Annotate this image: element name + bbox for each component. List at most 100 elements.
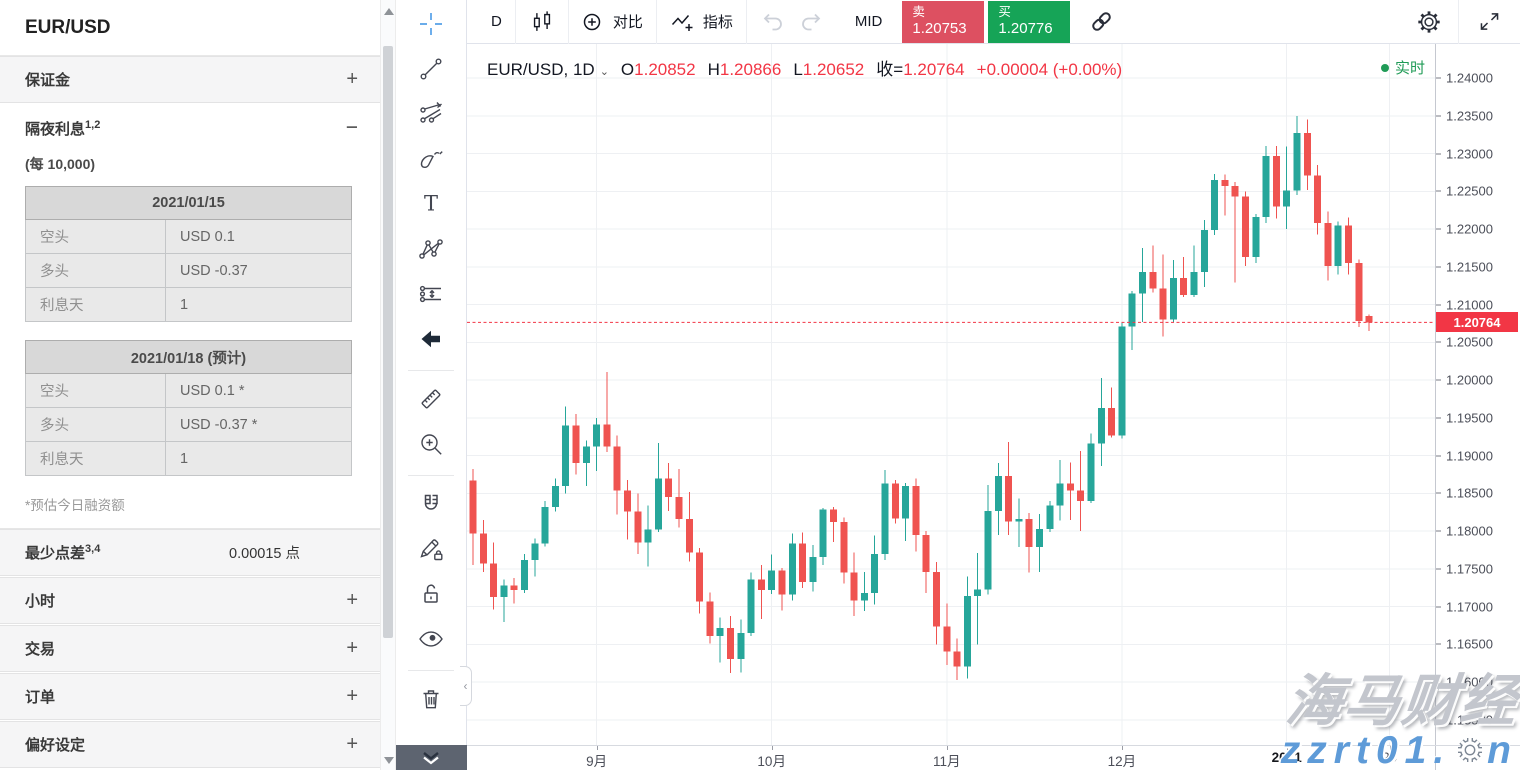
price-axis-label: 1.23500 (1446, 108, 1493, 124)
chart-settings-button[interactable] (1400, 0, 1458, 43)
price-axis-label: 1.18000 (1446, 523, 1493, 539)
zoom-in-tool-button[interactable] (413, 426, 449, 462)
time-axis-tick (1389, 746, 1391, 750)
realtime-badge: 实时 (1380, 57, 1425, 78)
crosshair-tool-button[interactable] (413, 6, 449, 42)
chart-type-button[interactable] (516, 0, 568, 43)
candle-body (1272, 155, 1280, 207)
table-header-date: 2021/01/15 (25, 186, 352, 220)
candle-body (716, 627, 724, 637)
pitchfork-tool-button[interactable] (413, 96, 449, 132)
measure-tool-button[interactable] (413, 381, 449, 417)
price-axis[interactable]: 1.24000 1.23500 1.23000 1.22500 1.22000 1.215… (1435, 44, 1520, 745)
candle-body (1180, 278, 1188, 295)
lock-all-tool-button[interactable] (413, 576, 449, 612)
section-overnight-interest: 隔夜利息1,2 − (每 10,000) 2021/01/15 空头 USD 0… (0, 104, 380, 529)
undo-button[interactable] (747, 0, 792, 43)
chevron-down-icon[interactable]: ⌄ (599, 66, 609, 78)
magnet-tool-button[interactable] (413, 486, 449, 522)
arrow-tool-button[interactable] (413, 321, 449, 357)
section-margin[interactable]: 保证金 + (0, 56, 380, 103)
scroll-down-arrow-icon[interactable] (384, 757, 394, 764)
candle-body (768, 570, 776, 591)
scrollbar-thumb[interactable] (383, 46, 393, 638)
remove-drawings-button[interactable] (413, 681, 449, 717)
table-row: 空头 USD 0.1 (25, 219, 352, 254)
expand-icon: + (346, 733, 358, 755)
table-row: 利息天 1 (25, 287, 352, 322)
price-axis-label: 1.21500 (1446, 259, 1493, 275)
crosshair-icon (420, 13, 442, 35)
text-tool-button[interactable]: T (413, 186, 449, 222)
candle-body (902, 485, 910, 519)
chart-plot-area[interactable]: EUR/USD, 1D ⌄ O1.20852 H1.20866 L1.20652… (467, 44, 1435, 745)
candle-body (860, 593, 868, 601)
xabcd-pattern-tool-button[interactable] (413, 231, 449, 267)
section-orders[interactable]: 订单 + (0, 673, 380, 720)
candle-body (1303, 133, 1311, 176)
brush-tool-button[interactable] (413, 141, 449, 177)
sell-price: 1.20753 (912, 20, 967, 37)
sell-button[interactable]: 卖 1.20753 (902, 0, 985, 43)
price-axis-label: 1.22500 (1446, 183, 1493, 199)
table-row: 利息天 1 (25, 441, 352, 476)
toolbar-collapse-handle[interactable]: ‹ (460, 666, 472, 706)
legend-low: L1.20652 (793, 60, 865, 79)
table-row: 多头 USD -0.37 * (25, 407, 352, 442)
indicators-icon (671, 14, 693, 31)
time-axis-tick (946, 746, 948, 750)
scroll-up-arrow-icon[interactable] (384, 8, 394, 15)
price-axis-tick (1436, 455, 1441, 457)
candle-body (953, 651, 961, 667)
price-axis-tick (1436, 492, 1441, 494)
sidebar-scrollbar[interactable] (380, 0, 396, 770)
candle-body (654, 478, 662, 530)
section-trading[interactable]: 交易 + (0, 625, 380, 672)
candle-body (830, 509, 837, 523)
section-preferences[interactable]: 偏好设定 + (0, 721, 380, 768)
min-spread-label: 最少点差3,4 (25, 543, 101, 562)
min-spread-value: 0.00015 点 (229, 546, 300, 562)
toolbar-separator (745, 0, 747, 44)
hide-all-tool-button[interactable] (413, 621, 449, 657)
time-axis-label: 20 (1382, 750, 1398, 765)
overnight-interest-header[interactable]: 隔夜利息1,2 − (0, 104, 380, 152)
price-axis-tick (1436, 341, 1441, 343)
price-axis-tick (1436, 643, 1441, 645)
candle-body (572, 425, 580, 464)
expand-icon: + (346, 637, 358, 659)
trend-line-tool-button[interactable] (413, 51, 449, 87)
candle-body (634, 511, 642, 543)
price-axis-label: 1.20000 (1446, 372, 1493, 388)
time-axis[interactable]: 9月 10月 11月 12月 2021 20 (467, 745, 1520, 770)
sell-label: 卖 (912, 5, 925, 19)
draw-lock-tool-button[interactable] (413, 531, 449, 567)
price-axis-label: 1.21000 (1446, 297, 1493, 313)
candle-body (1262, 155, 1270, 217)
compare-button[interactable]: 对比 (569, 0, 656, 43)
toolbar-collapse-bar[interactable] (395, 745, 467, 770)
link-button[interactable] (1072, 0, 1131, 43)
candlestick-chart-icon (533, 10, 550, 31)
section-hours[interactable]: 小时 + (0, 577, 380, 624)
fullscreen-button[interactable] (1459, 0, 1520, 43)
drawing-toolbar: T (395, 0, 467, 770)
legend-symbol[interactable]: EUR/USD, 1D (487, 60, 595, 79)
collapse-icon: − (345, 116, 358, 139)
chart-legend: EUR/USD, 1D ⌄ O1.20852 H1.20866 L1.20652… (487, 55, 1122, 80)
candle-body (963, 596, 971, 667)
mid-price-toggle[interactable]: MID (854, 13, 883, 30)
candle-body (922, 534, 930, 572)
projection-tool-button[interactable] (413, 276, 449, 312)
overnight-label: 隔夜利息1,2 (25, 118, 101, 138)
redo-button[interactable] (792, 0, 837, 43)
time-axis-tick (1286, 746, 1288, 750)
text-icon: T (424, 192, 438, 216)
double-chevron-down-icon (423, 751, 439, 764)
overnight-sup: 1,2 (85, 118, 101, 131)
interval-button[interactable]: D (491, 13, 502, 30)
candle-body (1118, 326, 1126, 436)
indicators-button[interactable]: 指标 (657, 0, 746, 43)
candle-body (469, 480, 477, 534)
buy-button[interactable]: 买 1.20776 (988, 0, 1071, 43)
